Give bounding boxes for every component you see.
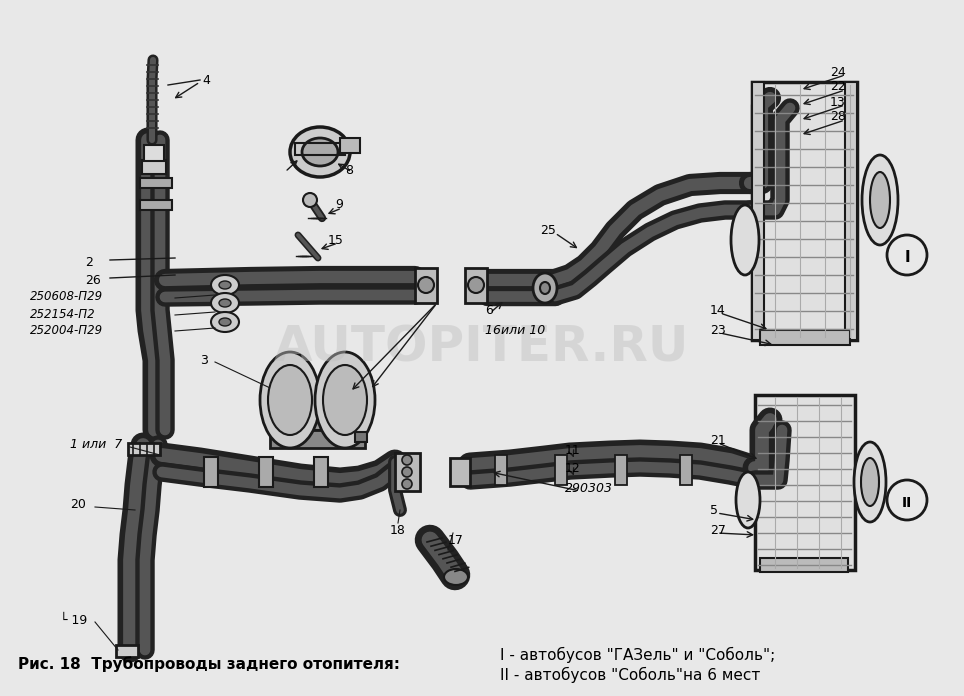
Ellipse shape	[418, 277, 434, 293]
Bar	[204, 457, 218, 487]
Text: 252154-П2: 252154-П2	[30, 308, 95, 320]
Text: 26: 26	[85, 274, 101, 287]
Text: 1 или  7: 1 или 7	[70, 438, 122, 452]
Bar	[140, 200, 172, 210]
Ellipse shape	[290, 127, 350, 177]
Circle shape	[887, 235, 927, 275]
Ellipse shape	[211, 293, 239, 313]
Ellipse shape	[861, 458, 879, 506]
Bar	[615, 455, 627, 485]
Ellipse shape	[219, 281, 231, 289]
Ellipse shape	[731, 205, 759, 275]
Bar	[845, 82, 857, 340]
Text: Рис. 18  Трубопроводы заднего отопителя:: Рис. 18 Трубопроводы заднего отопителя:	[18, 656, 400, 672]
Text: II: II	[902, 496, 912, 510]
Text: 21: 21	[710, 434, 726, 447]
Text: 9: 9	[335, 198, 343, 212]
Text: II - автобусов "Соболь"на 6 мест: II - автобусов "Соболь"на 6 мест	[500, 667, 761, 683]
Text: 20: 20	[70, 498, 86, 512]
Bar	[314, 457, 328, 487]
Text: 6: 6	[485, 303, 493, 317]
Bar	[415, 268, 437, 303]
Bar	[295, 143, 345, 155]
Bar	[144, 145, 164, 161]
Text: 24: 24	[830, 65, 845, 79]
Text: 4: 4	[202, 74, 210, 86]
Ellipse shape	[468, 277, 484, 293]
Ellipse shape	[870, 172, 890, 228]
Bar	[495, 455, 507, 485]
Text: 16или 10: 16или 10	[485, 324, 546, 336]
Bar	[140, 178, 172, 188]
Text: I: I	[904, 251, 910, 265]
Bar	[395, 453, 420, 491]
Text: 250608-П29: 250608-П29	[30, 290, 103, 303]
Text: 15: 15	[328, 233, 344, 246]
Bar	[680, 455, 692, 485]
Text: AUTOPITER.RU: AUTOPITER.RU	[274, 324, 690, 372]
Ellipse shape	[219, 299, 231, 307]
Bar	[340, 138, 360, 153]
Text: 28: 28	[830, 111, 845, 123]
Text: 252004-П29: 252004-П29	[30, 324, 103, 336]
Text: 5: 5	[710, 503, 718, 516]
Text: 17: 17	[448, 534, 464, 546]
Bar	[142, 160, 166, 174]
Ellipse shape	[854, 442, 886, 522]
Text: 8: 8	[345, 164, 353, 177]
Bar	[450, 458, 470, 486]
Bar	[760, 330, 850, 345]
Ellipse shape	[219, 318, 231, 326]
Ellipse shape	[268, 365, 312, 435]
Bar	[270, 430, 365, 448]
Text: 18: 18	[390, 523, 406, 537]
Ellipse shape	[402, 455, 412, 465]
Circle shape	[887, 480, 927, 520]
Text: 13: 13	[830, 95, 845, 109]
Ellipse shape	[736, 472, 760, 528]
Ellipse shape	[862, 155, 898, 245]
Text: 14: 14	[710, 303, 726, 317]
Ellipse shape	[211, 312, 239, 332]
Text: 2: 2	[85, 255, 93, 269]
Bar	[355, 432, 367, 442]
Text: 12: 12	[565, 461, 580, 475]
Ellipse shape	[260, 352, 320, 448]
Ellipse shape	[302, 138, 338, 166]
Text: 11: 11	[565, 443, 580, 457]
Ellipse shape	[444, 569, 468, 585]
Bar	[280, 415, 360, 430]
Bar	[128, 443, 160, 455]
Bar	[259, 457, 273, 487]
Text: 290303: 290303	[565, 482, 613, 494]
Ellipse shape	[533, 273, 557, 303]
Bar	[755, 395, 855, 570]
Bar	[760, 558, 848, 572]
Ellipse shape	[540, 282, 550, 294]
Text: └ 19: └ 19	[60, 613, 88, 626]
Ellipse shape	[402, 467, 412, 477]
Text: 27: 27	[710, 523, 726, 537]
Ellipse shape	[315, 352, 375, 448]
Text: 3: 3	[200, 354, 208, 367]
Bar	[752, 82, 764, 340]
Bar	[465, 268, 487, 303]
Text: 25: 25	[540, 223, 556, 237]
Ellipse shape	[323, 365, 367, 435]
Bar	[555, 455, 567, 485]
Ellipse shape	[211, 275, 239, 295]
Bar	[752, 82, 857, 340]
Text: 23: 23	[710, 324, 726, 336]
Ellipse shape	[402, 479, 412, 489]
Text: 22: 22	[830, 81, 845, 93]
Ellipse shape	[303, 193, 317, 207]
Text: I - автобусов "ГАЗель" и "Соболь";: I - автобусов "ГАЗель" и "Соболь";	[500, 647, 775, 663]
Bar	[116, 645, 138, 657]
